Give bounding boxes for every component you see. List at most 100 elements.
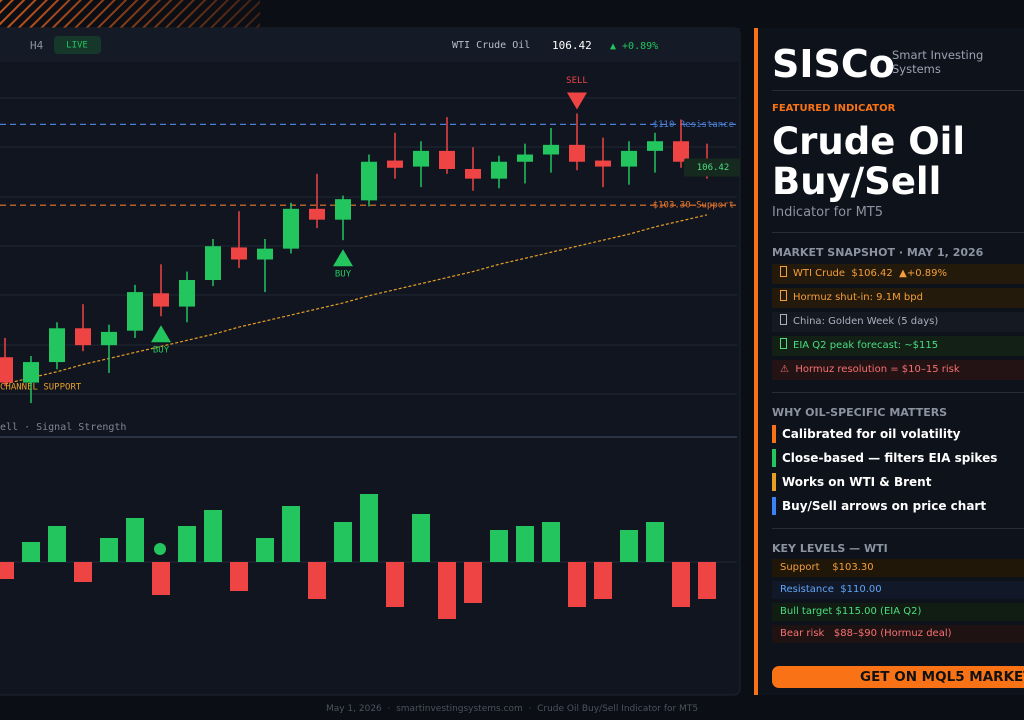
histogram-bar bbox=[22, 542, 40, 562]
snapshot-row: China: Golden Week (5 days) bbox=[772, 312, 1024, 332]
live-badge bbox=[54, 36, 101, 54]
histogram-bar bbox=[282, 506, 300, 562]
candle-body bbox=[335, 199, 351, 220]
candle-body bbox=[0, 357, 13, 383]
level-row: Bear risk $88–$90 (Hormuz deal) bbox=[772, 625, 1024, 643]
histogram-bar bbox=[178, 526, 196, 562]
histogram-bar bbox=[0, 562, 14, 579]
buy-arrow bbox=[333, 249, 353, 267]
candle-body bbox=[673, 141, 689, 162]
histogram-bar bbox=[386, 562, 404, 607]
histogram-bar bbox=[516, 526, 534, 562]
histogram-bar bbox=[594, 562, 612, 599]
buy-arrow bbox=[151, 325, 171, 343]
candle-body bbox=[569, 144, 585, 162]
level-label: $103.30 Support bbox=[653, 201, 734, 211]
candle-body bbox=[465, 168, 481, 179]
candle-body bbox=[283, 208, 299, 249]
brand-sub: Smart Investing Systems bbox=[892, 48, 984, 76]
separator bbox=[772, 232, 1024, 233]
histogram-bar bbox=[672, 562, 690, 607]
channel-label: CHANNEL SUPPORT bbox=[0, 382, 82, 392]
level-row: Resistance $110.00 bbox=[772, 581, 1024, 599]
candle-body bbox=[179, 280, 195, 307]
sell-arrow bbox=[567, 92, 587, 110]
price-tag bbox=[684, 158, 740, 177]
candle-body bbox=[205, 246, 221, 281]
histogram-bar bbox=[230, 562, 248, 591]
top-change: ▲ +0.89% bbox=[610, 41, 658, 52]
snapshot-text: Hormuz shut-in: 9.1M bpd bbox=[793, 292, 923, 303]
histogram-bar bbox=[126, 518, 144, 562]
grid bbox=[0, 97, 737, 395]
why-heading: WHY OIL-SPECIFIC MATTERS bbox=[772, 406, 948, 419]
candle-body bbox=[517, 154, 533, 162]
buy-label: BUY bbox=[153, 346, 170, 356]
histogram-bar bbox=[48, 526, 66, 562]
histogram-bar bbox=[646, 522, 664, 562]
histogram-bar bbox=[698, 562, 716, 599]
histogram-bar bbox=[438, 562, 456, 619]
snapshot-text: WTI Crude $106.42 ▲+0.89% bbox=[793, 268, 947, 279]
cta-button[interactable]: GET ON MQL5 MARKET bbox=[772, 666, 1024, 688]
histogram-bar bbox=[204, 510, 222, 562]
accent-bar bbox=[754, 28, 758, 695]
why-item: Close-based — filters EIA spikes bbox=[772, 449, 997, 467]
why-item: Works on WTI & Brent bbox=[772, 473, 931, 491]
histogram-bar bbox=[620, 530, 638, 562]
buy-label: BUY bbox=[335, 270, 352, 280]
snapshot-row: ⚠ Hormuz resolution = $10–15 risk bbox=[772, 360, 1024, 380]
why-text: Close-based — filters EIA spikes bbox=[782, 451, 998, 465]
level-row: Bull target $115.00 (EIA Q2) bbox=[772, 603, 1024, 621]
sell-label: SELL bbox=[566, 76, 588, 86]
brand: SISCo bbox=[772, 42, 895, 86]
levels-heading: KEY LEVELS — WTI bbox=[772, 542, 888, 555]
panel-title: Crude Oil Buy/Sell bbox=[772, 120, 966, 203]
candle-body bbox=[491, 161, 507, 179]
top-bar bbox=[0, 28, 740, 62]
level-row: Support $103.30 bbox=[772, 559, 1024, 577]
candle-body bbox=[257, 248, 273, 260]
separator bbox=[772, 90, 1024, 91]
candle-body bbox=[153, 293, 169, 307]
candle-body bbox=[361, 161, 377, 201]
symbol: WTI Crude Oil bbox=[452, 40, 530, 51]
candle-body bbox=[75, 328, 91, 346]
histogram-bar bbox=[542, 522, 560, 562]
histogram-bar bbox=[334, 522, 352, 562]
stripes bbox=[0, 0, 260, 28]
histogram-bar bbox=[412, 514, 430, 562]
snapshot-row: WTI Crude $106.42 ▲+0.89% bbox=[772, 264, 1024, 284]
candle-body bbox=[127, 292, 143, 331]
footer: May 1, 2026 · smartinvestingsystems.com … bbox=[325, 704, 699, 714]
histogram-bar bbox=[360, 494, 378, 562]
price-tag-label: 106.42 bbox=[697, 163, 730, 173]
candle-body bbox=[231, 247, 247, 260]
why-item: Buy/Sell arrows on price chart bbox=[772, 497, 986, 515]
candle-body bbox=[413, 150, 429, 167]
candle-body bbox=[439, 150, 455, 169]
indicator-legend: ell · Signal Strength bbox=[0, 422, 126, 433]
histogram-bar bbox=[100, 538, 118, 562]
candle-body bbox=[387, 160, 403, 168]
histogram-bar bbox=[568, 562, 586, 607]
featured-label: FEATURED INDICATOR bbox=[772, 103, 896, 114]
snapshot-text: ⚠ Hormuz resolution = $10–15 risk bbox=[780, 364, 960, 375]
candle-body bbox=[595, 160, 611, 167]
snapshot-row: Hormuz shut-in: 9.1M bpd bbox=[772, 288, 1024, 308]
candle-body bbox=[49, 328, 65, 363]
candle-body bbox=[647, 141, 663, 151]
histogram-bar bbox=[490, 530, 508, 562]
panel-subtitle: Indicator for MT5 bbox=[772, 205, 884, 220]
timeframe: H4 bbox=[30, 39, 44, 52]
why-text: Works on WTI & Brent bbox=[782, 475, 932, 489]
live-text: LIVE bbox=[66, 41, 88, 51]
snapshot-text: China: Golden Week (5 days) bbox=[793, 316, 939, 327]
candle-body bbox=[621, 150, 637, 167]
why-text: Calibrated for oil volatility bbox=[782, 427, 961, 441]
snapshot-row: EIA Q2 peak forecast: ~$115 bbox=[772, 336, 1024, 356]
top-price: 106.42 bbox=[552, 39, 592, 52]
why-text: Buy/Sell arrows on price chart bbox=[782, 499, 987, 513]
side-panel: SISCo Smart Investing Systems FEATURED I… bbox=[758, 28, 1024, 695]
